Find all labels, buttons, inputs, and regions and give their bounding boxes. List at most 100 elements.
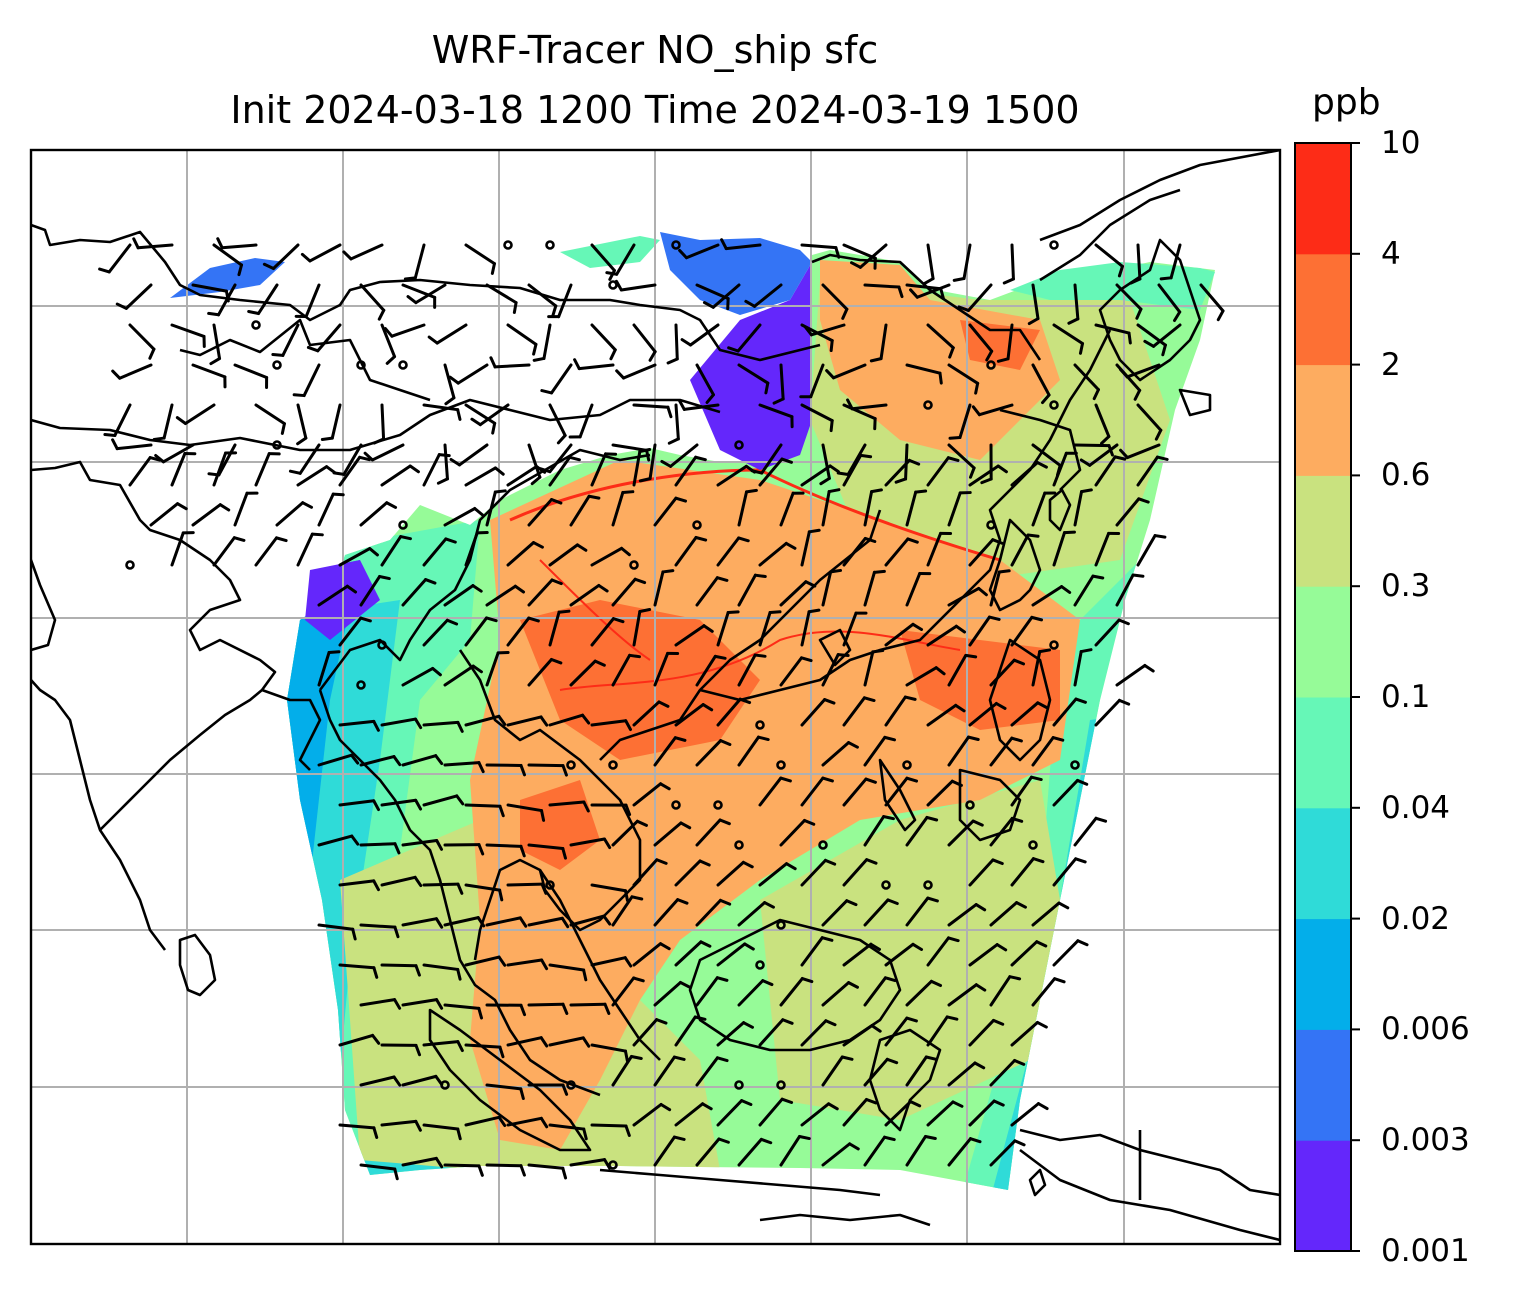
wind-calm-marker	[671, 240, 681, 250]
wind-barb	[506, 803, 546, 822]
wind-barb	[422, 453, 451, 487]
wind-barb	[1031, 648, 1052, 687]
wind-barb	[1136, 455, 1169, 487]
wind-barb	[527, 443, 542, 486]
wind-barb	[175, 403, 216, 425]
wind-barb	[485, 283, 518, 314]
wind-barb	[422, 618, 459, 647]
wind-barb	[317, 492, 345, 527]
wind-barb	[532, 323, 552, 362]
wind-barb	[716, 610, 740, 647]
wind-barb	[212, 243, 244, 277]
coast-sulawesi	[868, 1028, 942, 1132]
wind-calm-marker	[377, 640, 387, 650]
wind-calm-marker	[1028, 840, 1038, 850]
wind-barb	[569, 494, 601, 527]
wind-barb	[863, 815, 895, 847]
wind-barb	[926, 624, 967, 647]
wind-barb	[1115, 573, 1145, 607]
wind-barb	[506, 323, 538, 356]
wind-barb	[338, 547, 379, 567]
wind-calm-marker	[776, 760, 786, 770]
wind-barb	[968, 858, 1004, 887]
wind-barb	[1031, 363, 1051, 405]
wind-barb	[527, 283, 558, 318]
coast-taiwan	[1048, 488, 1072, 532]
wind-barb	[680, 323, 720, 347]
wind-barb	[573, 358, 615, 371]
wind-barb	[926, 323, 955, 359]
wind-barb	[779, 580, 817, 607]
wind-barb	[926, 1100, 964, 1127]
wind-barb	[968, 323, 994, 362]
wind-barb	[401, 998, 444, 1010]
wind-barb	[737, 573, 767, 607]
wind-barb	[1143, 323, 1182, 348]
wind-barb	[359, 923, 400, 939]
wind-barb	[947, 1061, 986, 1087]
wind-barbs	[98, 237, 1225, 1181]
wind-barb	[1052, 778, 1089, 807]
wind-barb	[401, 666, 442, 687]
wind-barb	[905, 571, 932, 607]
wind-barb	[527, 916, 570, 929]
wind-barb	[527, 1083, 569, 1096]
wind-barb	[338, 799, 380, 812]
wind-barb	[464, 883, 504, 902]
wind-calm-marker	[608, 1160, 618, 1170]
field-core-high	[520, 600, 760, 760]
wind-barb	[905, 666, 946, 687]
border-inland-2	[179, 318, 431, 402]
coast-srilanka	[178, 933, 217, 997]
wind-barb	[674, 1102, 713, 1127]
wind-calm-marker	[776, 1080, 786, 1090]
wind-barb	[632, 782, 671, 807]
wind-barb	[359, 998, 402, 1010]
wind-barb	[422, 794, 465, 807]
wind-barb	[216, 237, 258, 250]
wind-calm-marker	[692, 520, 702, 530]
wind-barb	[1010, 940, 1048, 967]
wind-barb	[926, 531, 953, 567]
wind-barb	[590, 719, 632, 732]
wind-barb	[1094, 323, 1132, 345]
wind-barb	[372, 403, 386, 445]
field-northeast-high	[960, 320, 1040, 370]
wind-barb	[464, 243, 496, 275]
wind-barb	[821, 1055, 854, 1087]
wind-barb	[401, 1156, 444, 1169]
coast-japan	[1178, 388, 1212, 417]
wind-barb	[905, 1134, 937, 1167]
wind-barb	[1136, 403, 1163, 441]
wind-barb	[401, 917, 444, 929]
wind-barb	[380, 798, 423, 811]
wind-barb	[317, 753, 360, 767]
wind-barb	[869, 323, 888, 363]
wind-barb	[527, 843, 567, 860]
wind-barb	[548, 543, 588, 567]
wind-barb	[758, 403, 794, 429]
wind-barb	[884, 942, 924, 967]
wind-barb	[695, 576, 729, 607]
wind-barb	[422, 403, 462, 421]
wind-barb	[863, 283, 904, 299]
border-manchuria	[1039, 188, 1181, 282]
wind-barb	[1094, 618, 1130, 647]
wind-barb	[971, 403, 1014, 417]
wind-barb	[233, 363, 269, 390]
colorbar-segment	[1295, 143, 1351, 255]
colorbar-tick-label: 0.001	[1381, 1233, 1470, 1269]
wind-barb	[884, 537, 919, 567]
wind-barb	[905, 283, 945, 300]
wind-barb	[506, 958, 549, 971]
wind-calm-marker	[251, 320, 261, 330]
wind-barb	[1002, 243, 1015, 285]
wind-calm-marker	[398, 360, 408, 370]
wind-barb	[800, 403, 834, 433]
wind-calm-marker	[881, 880, 891, 890]
wind-barb	[262, 243, 300, 271]
wind-barb	[422, 963, 462, 981]
wind-barb	[842, 536, 877, 567]
wind-barb	[989, 658, 1026, 687]
wind-barb	[674, 940, 712, 967]
